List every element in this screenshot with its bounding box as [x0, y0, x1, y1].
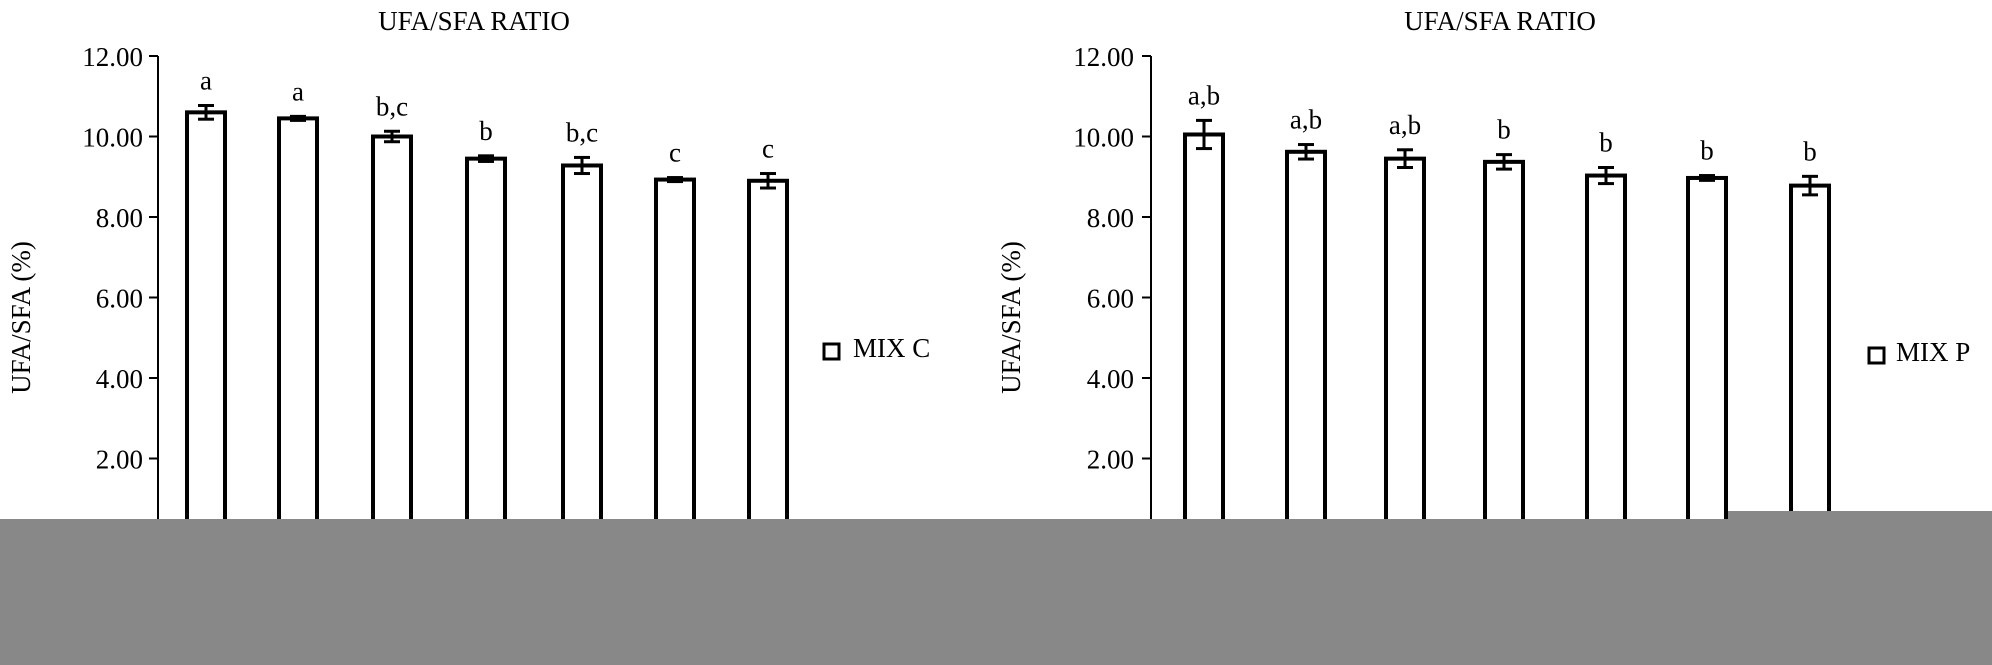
y-tick-label: 8.00: [96, 203, 143, 233]
bar: [1183, 132, 1225, 562]
significance-label: b: [1497, 115, 1511, 145]
y-axis-label: UFA/SFA (%): [996, 241, 1026, 394]
bar: [1686, 175, 1728, 562]
bar: [1585, 173, 1627, 561]
bar: [1285, 149, 1327, 561]
significance-label: c: [669, 138, 681, 168]
bar: [1483, 159, 1525, 561]
y-tick-label: 4.00: [96, 364, 143, 394]
occluded-region: [0, 519, 1992, 665]
bar: [1384, 156, 1426, 561]
significance-label: a: [200, 66, 212, 96]
bar: [747, 178, 789, 561]
y-tick-label: 12.00: [82, 42, 143, 72]
bar: [465, 156, 507, 561]
legend-swatch: [1867, 346, 1886, 365]
significance-label: b: [1599, 127, 1613, 157]
y-tick-label: 12.00: [1073, 42, 1134, 72]
legend-swatch: [822, 342, 841, 361]
bar: [277, 116, 319, 561]
chart-title: UFA/SFA RATIO: [1404, 6, 1596, 36]
bar: [185, 110, 227, 561]
significance-label: b,c: [566, 117, 598, 147]
y-axis-label: UFA/SFA (%): [6, 241, 36, 394]
legend-label: MIX P: [1896, 337, 1970, 367]
significance-label: b,c: [376, 91, 408, 121]
y-tick-label: 10.00: [1073, 123, 1134, 153]
chart-mix-p: UFA/SFA RATIO UFA/SFA (%) 12.00 10.00 8.00 6.…: [996, 6, 1970, 562]
significance-label: b: [479, 116, 493, 146]
significance-label: a: [292, 76, 304, 106]
significance-label: a,b: [1389, 110, 1421, 140]
y-tick-label: 2.00: [96, 445, 143, 475]
chart-mix-c: UFA/SFA RATIO UFA/SFA (%) 12.00 10.00 8.00 6.…: [6, 6, 930, 561]
legend-label: MIX C: [853, 333, 930, 363]
significance-label: b: [1700, 136, 1714, 166]
significance-label: b: [1803, 136, 1817, 166]
chart-title: UFA/SFA RATIO: [378, 6, 570, 36]
significance-label: a,b: [1188, 80, 1220, 110]
y-tick-label: 10.00: [82, 123, 143, 153]
significance-label: a,b: [1290, 105, 1322, 135]
bar: [654, 177, 696, 561]
bar: [371, 134, 413, 561]
bar: [561, 163, 603, 561]
y-tick-label: 8.00: [1087, 203, 1134, 233]
y-tick-label: 2.00: [1087, 445, 1134, 475]
bar: [1789, 183, 1831, 561]
significance-label: c: [762, 134, 774, 164]
y-tick-label: 6.00: [1087, 284, 1134, 314]
y-tick-label: 4.00: [1087, 364, 1134, 394]
y-tick-label: 6.00: [96, 284, 143, 314]
occluded-region-corner: [1728, 511, 1992, 523]
